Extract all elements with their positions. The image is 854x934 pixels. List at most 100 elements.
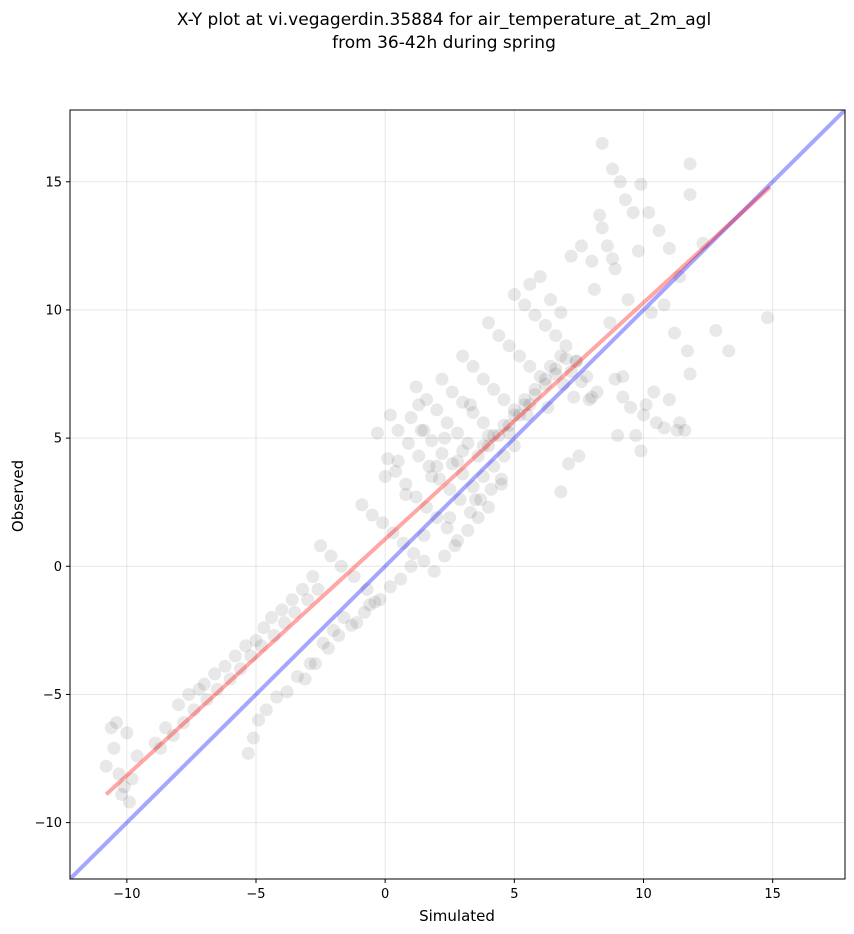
scatter-point <box>241 746 255 760</box>
scatter-point <box>559 352 573 366</box>
scatter-point <box>399 488 413 501</box>
y-axis-label: Observed <box>9 460 27 532</box>
scatter-point <box>513 349 526 363</box>
scatter-point <box>445 385 459 399</box>
scatter-point <box>634 444 648 458</box>
scatter-point <box>432 472 446 486</box>
scatter-point <box>461 436 475 450</box>
scatter-point <box>463 398 477 412</box>
scatter-point <box>456 395 470 409</box>
scatter-point <box>608 262 622 276</box>
scatter-point <box>582 393 596 407</box>
scatter-point <box>435 372 449 386</box>
scatter-point <box>311 582 325 596</box>
scatter-point <box>544 359 557 373</box>
scatter-point <box>117 780 131 794</box>
scatter-point <box>562 457 576 471</box>
scatter-point <box>538 377 552 391</box>
scatter-point <box>308 657 322 671</box>
scatter-point <box>438 549 452 563</box>
scatter-point <box>125 772 139 786</box>
scatter-point <box>482 500 495 514</box>
scatter-point <box>430 459 444 473</box>
scatter-point <box>383 580 397 594</box>
scatter-point <box>606 162 619 176</box>
scatter-point <box>507 408 521 422</box>
x-axis: −10 −5 0 5 10 15 <box>113 879 781 902</box>
scatter-point <box>122 795 136 809</box>
scatter-point <box>443 511 457 525</box>
scatter-point <box>523 277 537 291</box>
scatter-point <box>316 636 330 650</box>
scatter-point <box>668 326 681 340</box>
scatter-point <box>259 703 273 717</box>
scatter-point <box>386 526 400 540</box>
scatter-point <box>148 736 162 750</box>
scatter-point <box>482 316 495 330</box>
scatter-point <box>590 385 604 399</box>
scatter-point <box>244 649 258 663</box>
scatter-point <box>363 598 377 612</box>
scatter-point <box>438 431 452 445</box>
scatter-point <box>187 703 201 717</box>
scatter-point <box>370 426 384 440</box>
scatter-point <box>306 570 320 584</box>
scatter-point <box>463 505 477 519</box>
scatter-point <box>492 429 506 443</box>
identity-line <box>70 110 845 879</box>
scatter-point <box>487 459 501 473</box>
scatter-point <box>417 423 431 437</box>
reference-lines <box>70 110 845 879</box>
scatter-point <box>303 657 317 671</box>
scatter-point <box>569 354 583 368</box>
scatter-point <box>662 241 676 255</box>
scatter-point <box>471 449 485 463</box>
scatter-point <box>381 452 395 466</box>
scatter-point <box>497 449 511 463</box>
scatter-point <box>634 177 648 191</box>
scatter-point <box>670 423 684 437</box>
scatter-point <box>456 444 470 458</box>
scatter-point <box>252 713 266 727</box>
scatter-point <box>296 582 309 596</box>
scatter-point <box>378 470 392 484</box>
scatter-point <box>440 416 454 430</box>
scatter-point <box>608 372 622 386</box>
scatter-point <box>476 439 490 453</box>
scatter-point <box>430 511 444 525</box>
scatter-point <box>425 470 439 484</box>
scatter-point <box>368 595 382 609</box>
scatter-point <box>254 639 268 653</box>
scatter-point <box>391 454 405 468</box>
scatter-point <box>662 393 676 407</box>
scatter-point <box>347 570 361 584</box>
scatter-point <box>239 639 253 653</box>
scatter-point <box>246 731 260 745</box>
scatter-point <box>456 467 470 481</box>
scatter-point <box>518 298 532 312</box>
scatter-point <box>435 446 449 460</box>
scatter-point <box>572 449 586 463</box>
x-tick-label: 0 <box>381 887 389 902</box>
scatter-point <box>277 616 291 630</box>
scatter-point <box>611 429 625 443</box>
scatter-point <box>223 672 237 686</box>
scatter-point <box>417 529 431 543</box>
scatter-point <box>327 623 340 637</box>
scatter-point <box>218 659 232 673</box>
scatter-point <box>334 559 348 573</box>
scatter-point <box>513 408 526 422</box>
scatter-point <box>192 682 206 696</box>
scatter-point <box>474 493 488 507</box>
scatter-point <box>159 721 173 735</box>
scatter-point <box>425 434 439 448</box>
scatter-point <box>538 372 552 386</box>
scatter-point <box>373 593 387 607</box>
scatter-point <box>593 208 607 222</box>
scatter-point <box>275 603 289 617</box>
scatter-point <box>487 382 501 396</box>
scatter-point <box>448 539 462 553</box>
scatter-point <box>637 408 650 422</box>
scatter-point <box>355 498 369 512</box>
